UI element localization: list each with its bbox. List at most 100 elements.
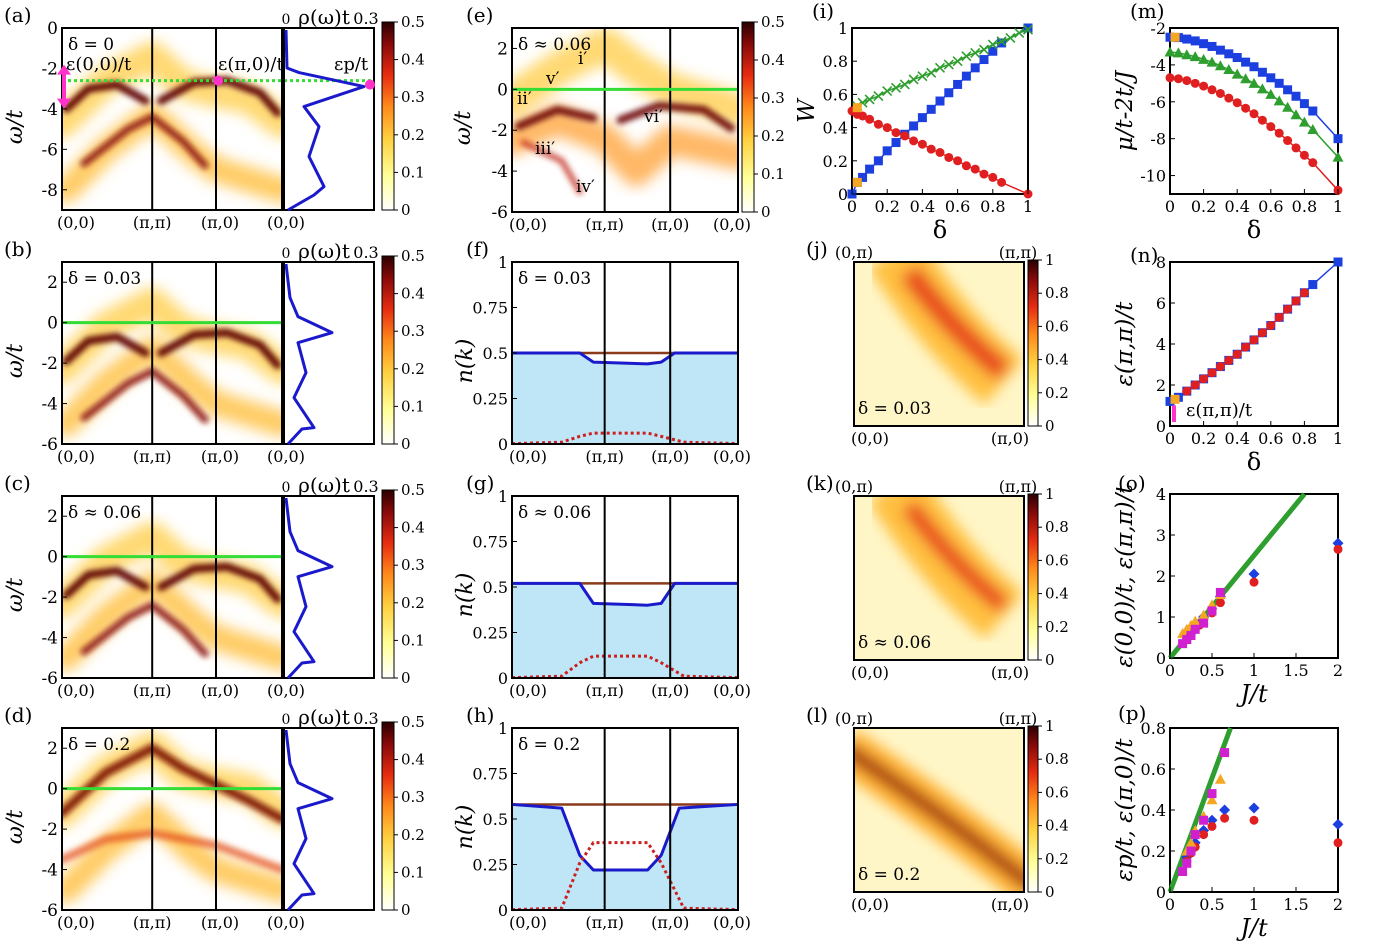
corner-label: (π,π) <box>999 477 1038 496</box>
x-tick-label: 1.5 <box>1283 661 1308 680</box>
data-point <box>944 152 954 162</box>
colorbar-tick-label: 0.8 <box>1045 284 1069 302</box>
data-point <box>1256 83 1268 94</box>
y-tick-label: 4 <box>1156 485 1166 504</box>
data-point <box>852 177 862 187</box>
data-point <box>873 119 883 129</box>
panel-label: (g) <box>466 471 494 495</box>
spectral-map <box>512 28 738 212</box>
y-tick-label: -6 <box>491 203 508 223</box>
x-tick-label: (π,0) <box>201 447 239 466</box>
x-tick-label: 1 <box>1333 429 1343 448</box>
y-tick-label: -4 <box>41 395 58 415</box>
x-axis-label: J/t <box>1235 914 1268 942</box>
x-tick-label: 0 <box>847 197 857 216</box>
arpes-colorbar: 0.5 0.4 0.3 0.2 0.1 0 <box>381 481 425 687</box>
colorbar-tick-label: 0.2 <box>761 127 785 145</box>
dos-title: ρ(ω)t <box>298 473 350 497</box>
data-point <box>970 47 981 58</box>
map-image <box>854 728 1024 892</box>
data-point <box>1181 49 1193 60</box>
data-point <box>891 128 901 138</box>
chart-frame <box>1169 27 1339 195</box>
data-point <box>1283 85 1293 95</box>
dos-tick-label: 0 <box>282 712 291 728</box>
colorbar-tick-label: 0.2 <box>1045 850 1069 868</box>
arrow-head <box>57 98 71 109</box>
data-point <box>1257 115 1267 125</box>
x-tick-label: 0.2 <box>1191 197 1216 216</box>
y-tick-label: 6 <box>1156 294 1166 313</box>
corner-label: (0,0) <box>851 895 889 914</box>
data-point <box>1257 67 1267 77</box>
colorbar-gradient <box>1027 259 1039 427</box>
panel-label: (f) <box>466 237 489 261</box>
data-point <box>1274 128 1284 138</box>
dos-curve <box>284 497 334 680</box>
data-point <box>873 156 883 166</box>
colorbar-gradient <box>381 255 395 445</box>
spectral-frame <box>61 27 283 211</box>
x-tick-label: 0.6 <box>1258 429 1283 448</box>
data-point <box>1215 587 1225 597</box>
y-axis-label: ω/t <box>3 110 28 144</box>
colorbar-tick-label: 0.8 <box>1045 518 1069 536</box>
x-tick-label: 0 <box>1165 661 1175 680</box>
map-colorbar: 1 0.8 0.6 0.4 0.2 0 <box>1027 717 1069 901</box>
y-tick-label: -4 <box>41 861 58 881</box>
data-point <box>1240 73 1252 84</box>
colorbar-tick-label: 1 <box>1045 485 1055 503</box>
panel-label: (a) <box>4 3 32 27</box>
x-tick-label: 1.5 <box>1283 895 1308 914</box>
x-tick-label: (π,0) <box>201 913 239 932</box>
data-point <box>864 94 875 105</box>
x-tick-label: (0,0) <box>267 447 305 466</box>
x-tick-label: 1 <box>1333 197 1343 216</box>
data-point <box>1333 134 1343 144</box>
spectral-band <box>62 569 282 671</box>
colorbar-tick-label: 0.1 <box>401 631 425 649</box>
data-point <box>1298 116 1310 127</box>
spectral-band <box>62 332 150 366</box>
x-tick-label: (π,0) <box>651 681 689 700</box>
colorbar-tick-label: 0.6 <box>1045 317 1069 335</box>
spectral-band <box>157 328 282 370</box>
data-point <box>1257 328 1267 338</box>
y-tick-label: 1 <box>838 19 848 38</box>
series-green <box>852 24 1034 112</box>
corner-label: (0,π) <box>835 477 873 496</box>
data-point <box>1186 630 1196 640</box>
dos-frame <box>283 27 375 211</box>
data-point <box>1241 103 1251 113</box>
spectral-band <box>520 139 583 195</box>
x-tick-label: (0,0) <box>509 447 547 466</box>
data-point <box>926 144 936 154</box>
y-tick-label: 0 <box>47 548 58 568</box>
doping-label: δ = 0 <box>68 35 114 55</box>
momentum-map-l: (0,π) (π,π) (0,0) (π,0) (l) δ = 0.2 <box>806 703 1037 914</box>
y-tick-label: 0.75 <box>472 765 508 784</box>
colorbar-tick-label: 0.8 <box>1045 750 1069 768</box>
data-point <box>1308 106 1318 116</box>
colorbar-tick-label: 0 <box>1045 651 1055 669</box>
data-point <box>1182 34 1192 44</box>
x-tick-label: (π,0) <box>201 213 239 232</box>
x-tick-label: (0,0) <box>509 215 547 234</box>
data-point <box>1241 57 1251 67</box>
data-point <box>1220 813 1230 823</box>
x-tick-label: 2 <box>1333 661 1343 680</box>
x-tick-label: (0,0) <box>57 447 95 466</box>
spectral-frame <box>61 727 283 911</box>
y-axis-label: μ/t-2t/J <box>1112 69 1138 151</box>
data-point <box>961 51 972 62</box>
y-tick-label: -10 <box>1140 167 1166 186</box>
x-axis-label: δ <box>1247 448 1261 476</box>
colorbar-tick-label: 0.6 <box>1045 783 1069 801</box>
data-point <box>1332 818 1344 830</box>
data-point <box>1190 624 1200 634</box>
x-tick-label: (0,0) <box>267 213 305 232</box>
colorbar-tick-label: 0.4 <box>1045 817 1069 835</box>
nk-filled-region <box>512 353 738 444</box>
x-tick-label: 2 <box>1333 895 1343 914</box>
doping-label: δ = 0.03 <box>858 399 931 419</box>
